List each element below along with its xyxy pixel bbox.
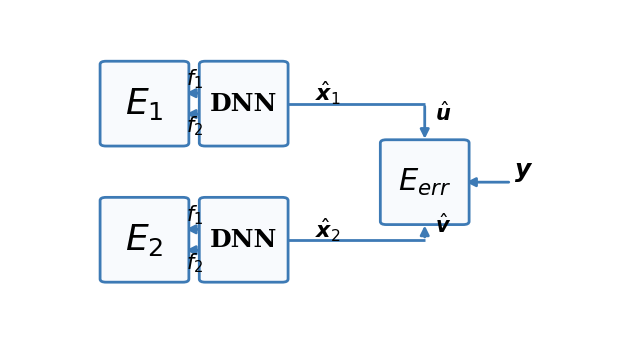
Text: $\boldsymbol{f_2}$: $\boldsymbol{f_2}$: [186, 115, 203, 138]
Text: $E_1$: $E_1$: [125, 86, 164, 122]
Text: $E_2$: $E_2$: [125, 222, 164, 258]
Text: $\hat{\boldsymbol{x}}_2$: $\hat{\boldsymbol{x}}_2$: [315, 217, 341, 244]
FancyBboxPatch shape: [100, 61, 189, 146]
FancyBboxPatch shape: [380, 140, 469, 225]
Text: $\hat{\boldsymbol{u}}$: $\hat{\boldsymbol{u}}$: [435, 101, 451, 124]
Text: DNN: DNN: [210, 92, 277, 116]
Text: $\boldsymbol{f_1}$: $\boldsymbol{f_1}$: [186, 203, 203, 227]
FancyBboxPatch shape: [100, 197, 189, 282]
Text: $\hat{\boldsymbol{v}}$: $\hat{\boldsymbol{v}}$: [435, 214, 451, 237]
FancyBboxPatch shape: [199, 197, 288, 282]
Text: DNN: DNN: [210, 228, 277, 252]
Text: $\boldsymbol{f_1}$: $\boldsymbol{f_1}$: [186, 67, 203, 90]
Text: $\hat{\boldsymbol{x}}_1$: $\hat{\boldsymbol{x}}_1$: [315, 80, 341, 107]
Text: $\boldsymbol{y}$: $\boldsymbol{y}$: [515, 160, 534, 184]
FancyBboxPatch shape: [199, 61, 288, 146]
Text: $E_{err}$: $E_{err}$: [398, 167, 451, 198]
Text: $\boldsymbol{f_2}$: $\boldsymbol{f_2}$: [186, 251, 203, 275]
